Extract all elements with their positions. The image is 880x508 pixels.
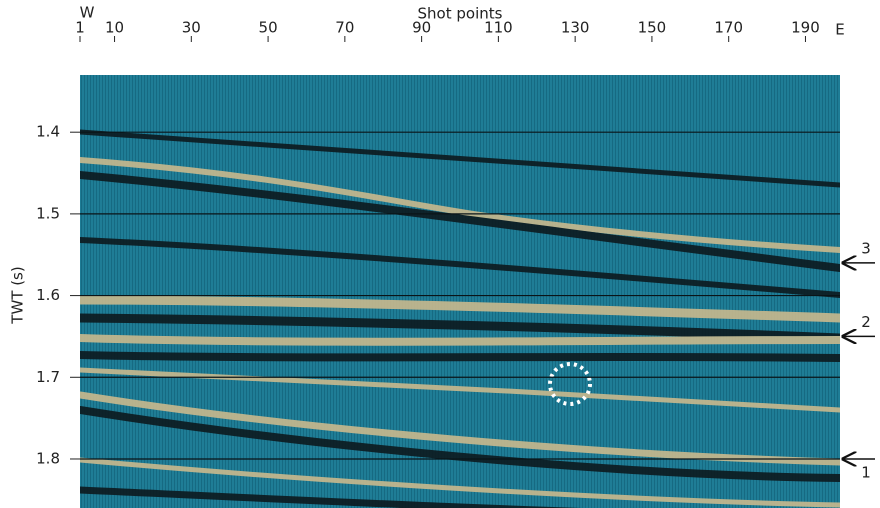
annotation-label: 2 bbox=[861, 313, 871, 331]
x-tick-label: 10 bbox=[105, 19, 124, 37]
x-tick-label: 110 bbox=[484, 19, 513, 37]
x-tick-label: 190 bbox=[791, 19, 820, 37]
seismic-image bbox=[80, 75, 840, 508]
y-tick-label: 1.6 bbox=[36, 286, 60, 304]
x-tick-label: 30 bbox=[182, 19, 201, 37]
x-tick-label: 50 bbox=[259, 19, 278, 37]
x-tick-label: 90 bbox=[412, 19, 431, 37]
y-axis-title: TWT (s) bbox=[9, 266, 27, 324]
annotation-label: 1 bbox=[861, 463, 871, 481]
x-tick-label: 170 bbox=[714, 19, 743, 37]
x-tick-label: 130 bbox=[561, 19, 590, 37]
x-tick-label: 1 bbox=[75, 19, 85, 37]
y-tick-label: 1.4 bbox=[36, 123, 60, 141]
chart: Shot points W E TWT (s) 1103050709011013… bbox=[0, 0, 880, 508]
y-tick-label: 1.7 bbox=[36, 368, 60, 386]
page: Shot points W E TWT (s) 1103050709011013… bbox=[0, 0, 880, 508]
annotation-label: 3 bbox=[861, 239, 871, 257]
east-label: E bbox=[835, 21, 844, 39]
y-tick-label: 1.5 bbox=[36, 204, 60, 222]
y-tick-label: 1.8 bbox=[36, 449, 60, 467]
x-tick-label: 70 bbox=[335, 19, 354, 37]
x-tick-label: 150 bbox=[638, 19, 667, 37]
